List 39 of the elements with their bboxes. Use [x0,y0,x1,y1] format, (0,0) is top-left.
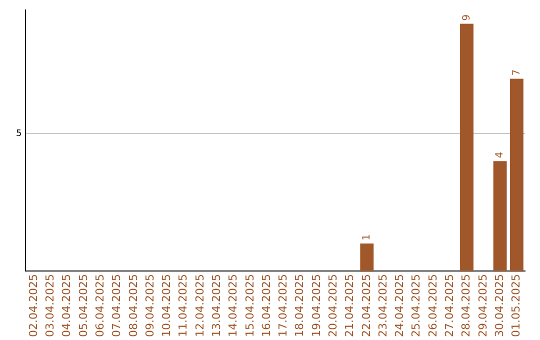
x-tick-label: 30.04.2025 [492,274,506,338]
data-label: 4 [494,152,506,158]
data-label: 1 [361,234,372,241]
x-tick-label: 02.04.2025 [26,274,40,338]
x-tick-label: 17.04.2025 [276,274,290,338]
data-label: 7 [511,69,522,76]
x-tick-label: 05.04.2025 [76,274,90,338]
x-tick-label: 11.04.2025 [176,274,190,338]
x-tick-label: 25.04.2025 [410,274,423,338]
x-tick-label: 27.04.2025 [442,274,456,338]
bar [460,24,474,272]
y-tick-label: 5 [16,128,22,139]
x-tick-label: 19.04.2025 [310,274,323,338]
x-tick-label: 08.04.2025 [126,274,140,338]
x-tick-label: 20.04.2025 [326,274,340,338]
bar [510,78,524,272]
x-tick-label: 21.04.2025 [343,274,356,338]
x-tick-label: 22.04.2025 [360,274,373,338]
x-tick-label: 09.04.2025 [143,274,156,338]
x-tick-label: 12.04.2025 [193,274,206,338]
bar [493,161,507,272]
x-tick-label: 01.05.2025 [510,274,523,338]
x-tick-label: 14.04.2025 [226,274,240,338]
x-tick-label: 26.04.2025 [426,274,440,338]
data-label: 9 [461,14,472,21]
x-tick-label: 04.04.2025 [60,274,74,338]
x-tick-label: 18.04.2025 [293,274,306,338]
x-tick-label: 06.04.2025 [93,274,106,338]
x-tick-label: 28.04.2025 [460,274,473,338]
x-tick-label: 23.04.2025 [376,274,390,338]
x-tick-label: 07.04.2025 [110,274,124,338]
x-tick-label: 24.04.2025 [393,274,406,338]
x-tick-label: 15.04.2025 [243,274,256,338]
bar [360,244,374,272]
x-tick-label: 16.04.2025 [260,274,273,338]
x-tick-label: 10.04.2025 [160,274,174,338]
x-tick-label: 03.04.2025 [44,274,57,338]
x-tick-label: 13.04.2025 [210,274,223,338]
x-tick-label: 29.04.2025 [476,274,490,338]
